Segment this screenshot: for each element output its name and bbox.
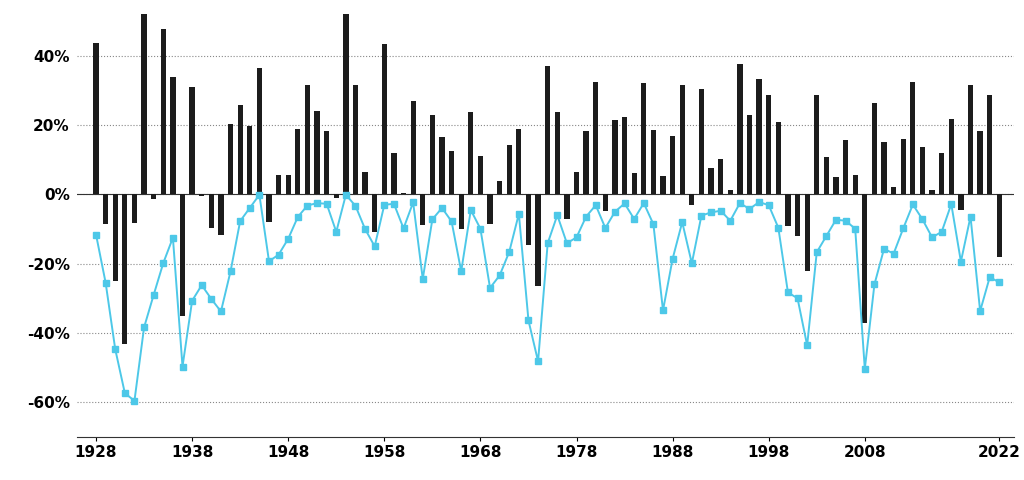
Bar — [334, 194, 339, 198]
Bar — [324, 131, 330, 194]
Bar — [948, 119, 954, 194]
Bar — [805, 194, 810, 271]
Bar — [507, 145, 512, 194]
Bar — [930, 190, 935, 194]
Bar — [891, 187, 896, 194]
Bar — [814, 95, 819, 194]
Bar — [487, 194, 493, 224]
Bar — [612, 120, 617, 194]
Bar — [286, 175, 291, 194]
Bar — [122, 194, 128, 344]
Bar — [420, 194, 425, 225]
Bar — [362, 171, 368, 194]
Bar — [411, 101, 416, 194]
Bar — [536, 194, 541, 286]
Bar — [882, 142, 887, 194]
Bar — [555, 112, 560, 194]
Bar — [353, 85, 358, 194]
Bar — [199, 194, 205, 196]
Bar — [871, 103, 878, 194]
Bar — [218, 194, 223, 235]
Bar — [843, 140, 848, 194]
Bar — [968, 85, 973, 194]
Bar — [573, 171, 580, 194]
Bar — [689, 194, 694, 205]
Bar — [449, 151, 455, 194]
Bar — [400, 192, 407, 194]
Bar — [238, 105, 243, 194]
Bar — [632, 173, 637, 194]
Bar — [391, 153, 396, 194]
Bar — [987, 95, 992, 194]
Bar — [795, 194, 800, 236]
Bar — [430, 116, 435, 194]
Bar — [757, 79, 762, 194]
Bar — [900, 139, 906, 194]
Bar — [314, 111, 319, 194]
Bar — [372, 194, 378, 232]
Bar — [603, 194, 608, 211]
Bar — [650, 131, 656, 194]
Bar — [670, 136, 675, 194]
Bar — [228, 124, 233, 194]
Bar — [525, 194, 531, 245]
Bar — [141, 8, 146, 194]
Bar — [584, 131, 589, 194]
Bar — [978, 131, 983, 194]
Bar — [382, 44, 387, 194]
Bar — [910, 82, 915, 194]
Bar — [545, 66, 550, 194]
Bar — [113, 194, 118, 281]
Bar — [305, 84, 310, 194]
Bar — [785, 194, 791, 226]
Bar — [103, 194, 109, 224]
Bar — [132, 194, 137, 223]
Bar — [497, 180, 503, 194]
Bar — [728, 190, 733, 194]
Bar — [516, 129, 521, 194]
Bar — [698, 89, 705, 194]
Bar — [266, 194, 271, 223]
Bar — [920, 147, 925, 194]
Bar — [853, 175, 858, 194]
Bar — [737, 64, 742, 194]
Bar — [295, 129, 300, 194]
Bar — [766, 96, 771, 194]
Bar — [680, 85, 685, 194]
Bar — [834, 178, 839, 194]
Bar — [775, 122, 781, 194]
Bar — [459, 194, 464, 229]
Bar — [247, 126, 253, 194]
Bar — [593, 82, 598, 194]
Bar — [641, 83, 646, 194]
Bar — [823, 156, 829, 194]
Bar — [189, 87, 195, 194]
Bar — [275, 175, 282, 194]
Bar — [746, 115, 753, 194]
Bar — [660, 177, 666, 194]
Bar — [209, 194, 214, 228]
Bar — [439, 137, 444, 194]
Bar — [170, 77, 175, 194]
Bar — [257, 69, 262, 194]
Bar — [93, 44, 98, 194]
Bar — [939, 153, 944, 194]
Bar — [468, 112, 473, 194]
Bar — [151, 194, 157, 199]
Bar — [343, 12, 348, 194]
Bar — [564, 194, 569, 219]
Bar — [718, 159, 723, 194]
Bar — [622, 117, 628, 194]
Bar — [862, 194, 867, 323]
Bar — [478, 156, 483, 194]
Bar — [996, 194, 1002, 257]
Bar — [958, 194, 964, 210]
Bar — [709, 168, 714, 194]
Bar — [180, 194, 185, 316]
Bar — [161, 29, 166, 194]
